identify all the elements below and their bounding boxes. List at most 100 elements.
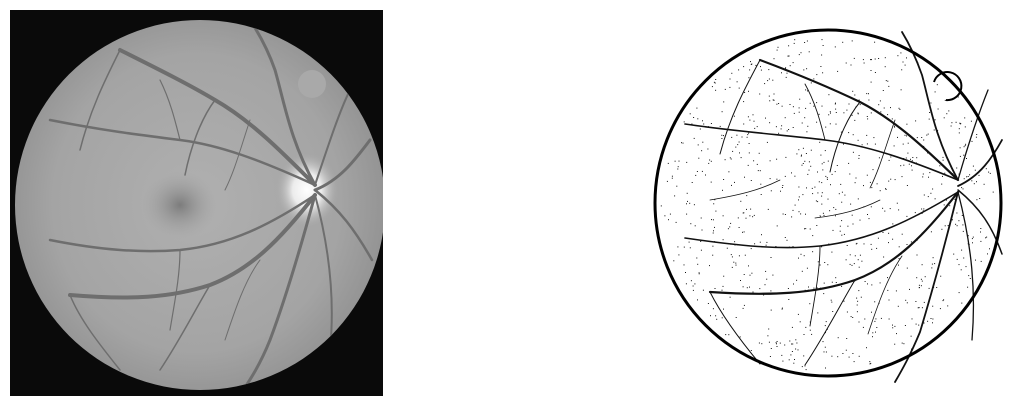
noise-speck: [943, 299, 945, 301]
noise-speck: [892, 327, 894, 329]
noise-speck: [804, 228, 805, 230]
noise-speck: [836, 165, 838, 166]
segmentation-background: [640, 20, 1016, 390]
noise-speck: [710, 181, 712, 183]
noise-speck: [719, 125, 721, 127]
noise-speck: [962, 230, 964, 232]
noise-speck: [809, 102, 811, 104]
noise-speck: [677, 166, 679, 168]
noise-speck: [689, 113, 691, 115]
noise-speck: [709, 265, 710, 267]
noise-speck: [840, 183, 842, 185]
noise-speck: [926, 134, 928, 136]
noise-speck: [853, 263, 855, 265]
noise-speck: [918, 324, 920, 326]
noise-speck: [782, 185, 784, 186]
noise-speck: [787, 55, 789, 57]
noise-speck: [866, 347, 867, 349]
noise-speck: [764, 83, 766, 85]
noise-speck: [805, 228, 807, 230]
noise-speck: [835, 208, 837, 210]
noise-speck: [823, 214, 825, 216]
noise-speck: [702, 120, 703, 122]
noise-speck: [729, 226, 731, 228]
noise-speck: [923, 139, 925, 141]
noise-speck: [830, 112, 831, 114]
noise-speck: [904, 64, 906, 66]
noise-speck: [808, 286, 809, 288]
noise-speck: [728, 334, 730, 336]
noise-speck: [802, 163, 804, 164]
noise-speck: [756, 126, 758, 128]
noise-speck: [808, 169, 810, 171]
noise-speck: [963, 146, 965, 148]
noise-speck: [766, 141, 768, 143]
noise-speck: [868, 218, 870, 220]
noise-speck: [837, 337, 839, 339]
noise-speck: [749, 69, 751, 71]
noise-speck: [950, 125, 952, 127]
noise-speck: [710, 160, 712, 162]
noise-speck: [660, 205, 662, 207]
noise-speck: [885, 188, 887, 190]
noise-speck: [792, 106, 794, 108]
noise-speck: [832, 311, 834, 312]
noise-speck: [967, 235, 969, 237]
noise-speck: [969, 140, 971, 142]
noise-speck: [800, 155, 802, 157]
noise-speck: [987, 253, 988, 255]
noise-speck: [792, 246, 794, 248]
fundus-image: [10, 10, 383, 396]
noise-speck: [669, 213, 671, 215]
noise-speck: [715, 315, 717, 317]
noise-speck: [952, 173, 954, 175]
noise-speck: [888, 299, 890, 301]
noise-speck: [874, 301, 876, 303]
noise-speck: [749, 286, 750, 288]
noise-speck: [825, 321, 827, 323]
noise-speck: [857, 300, 859, 302]
noise-speck: [700, 241, 702, 242]
noise-speck: [683, 121, 685, 123]
noise-speck: [748, 265, 749, 267]
noise-speck: [791, 216, 793, 218]
noise-speck: [766, 278, 768, 280]
noise-speck: [820, 216, 821, 218]
noise-speck: [839, 225, 841, 227]
noise-speck: [835, 215, 836, 217]
noise-speck: [690, 223, 692, 225]
noise-speck: [863, 243, 865, 245]
noise-speck: [870, 81, 872, 83]
noise-speck: [723, 179, 725, 180]
noise-speck: [947, 225, 949, 227]
noise-speck: [831, 355, 833, 357]
noise-speck: [822, 45, 824, 46]
noise-speck: [961, 249, 963, 251]
noise-speck: [911, 169, 913, 171]
noise-speck: [885, 229, 887, 231]
noise-speck: [837, 356, 839, 358]
noise-speck: [692, 289, 694, 291]
noise-speck: [822, 72, 824, 74]
noise-speck: [693, 204, 695, 206]
noise-speck: [809, 228, 811, 230]
segmentation-noise: [660, 39, 994, 371]
noise-speck: [765, 117, 766, 119]
noise-speck: [805, 107, 807, 109]
noise-speck: [788, 299, 790, 300]
noise-speck: [845, 142, 847, 144]
noise-speck: [694, 225, 696, 227]
noise-speck: [972, 242, 973, 244]
noise-speck: [958, 132, 960, 134]
noise-speck: [944, 99, 946, 101]
noise-speck: [710, 123, 712, 124]
noise-speck: [794, 204, 796, 206]
noise-speck: [906, 244, 908, 245]
noise-speck: [903, 164, 905, 166]
noise-speck: [826, 177, 828, 179]
noise-speck: [893, 125, 895, 127]
noise-speck: [888, 159, 890, 161]
noise-speck: [735, 146, 737, 148]
noise-speck: [784, 117, 786, 119]
noise-speck: [877, 237, 879, 239]
